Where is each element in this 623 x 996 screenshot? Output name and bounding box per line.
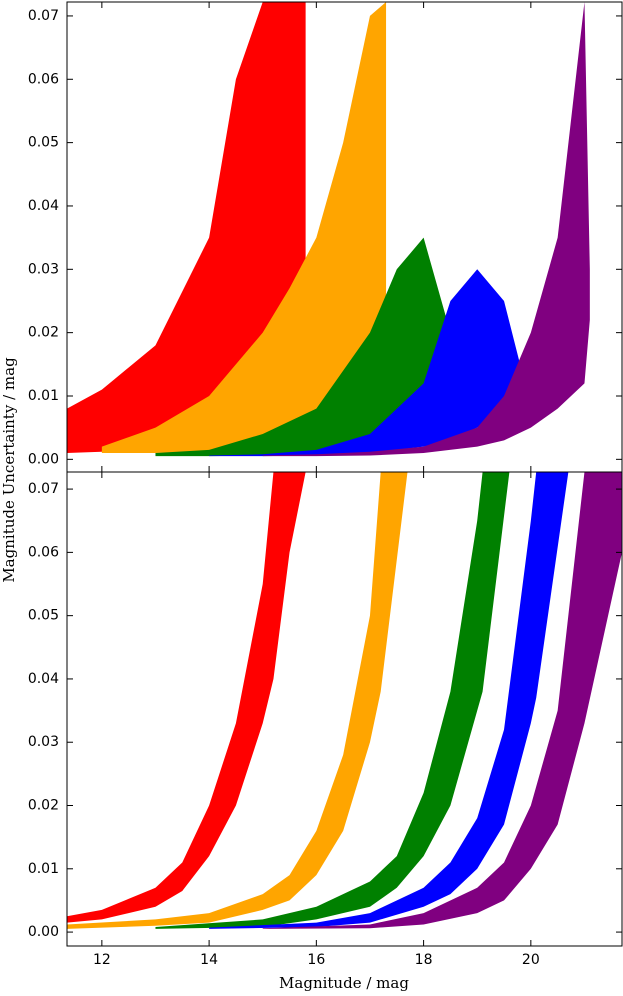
y-tick-label: 0.07	[28, 8, 59, 24]
y-tick-label: 0.02	[28, 798, 59, 814]
x-tick-label: 20	[522, 952, 540, 968]
y-tick-label: 0.07	[28, 481, 59, 497]
y-tick-label: 0.06	[28, 544, 59, 560]
x-tick-label: 16	[307, 952, 325, 968]
y-tick-label: 0.04	[28, 671, 59, 687]
plot-area	[67, 472, 622, 929]
data-band	[262, 472, 622, 929]
plot-area	[67, 2, 590, 457]
x-tick-label: 12	[93, 952, 111, 968]
axes-frame	[66, 471, 623, 947]
data-band	[209, 472, 569, 929]
y-tick-label: 0.05	[28, 608, 59, 624]
data-band	[67, 472, 306, 923]
y-tick-label: 0.01	[28, 861, 59, 877]
y-axis-label: Magnitude Uncertainty / mag	[0, 357, 18, 583]
data-band	[155, 472, 510, 929]
data-band	[209, 269, 521, 457]
y-tick-label: 0.01	[28, 388, 59, 404]
data-band	[67, 2, 306, 453]
x-axis-label: Magnitude / mag	[279, 974, 409, 992]
y-tick-label: 0.06	[28, 71, 59, 87]
x-tick-label: 18	[415, 952, 433, 968]
y-tick-label: 0.00	[28, 451, 59, 467]
data-band	[155, 237, 451, 457]
x-tick-label: 14	[200, 952, 218, 968]
y-tick-label: 0.04	[28, 198, 59, 214]
data-band	[101, 2, 387, 453]
data-band	[67, 472, 408, 929]
y-tick-label: 0.05	[28, 135, 59, 151]
y-tick-label: 0.02	[28, 325, 59, 341]
y-tick-label: 0.03	[28, 261, 59, 277]
y-tick-label: 0.00	[28, 924, 59, 940]
y-tick-label: 0.03	[28, 734, 59, 750]
